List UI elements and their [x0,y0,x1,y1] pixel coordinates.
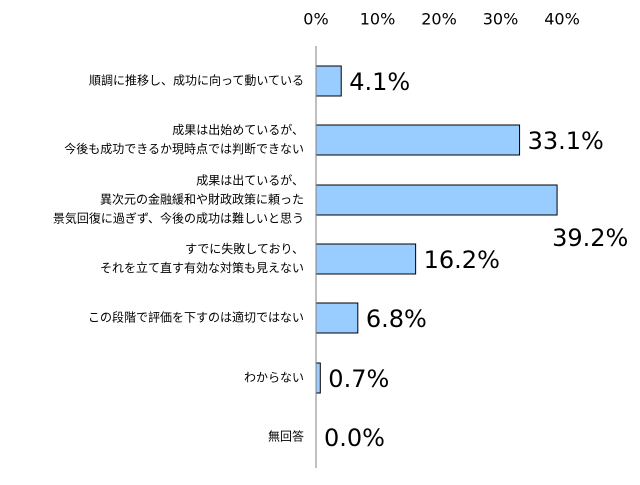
category-label: 成果は出始めているが、 [172,122,304,137]
bars [315,65,558,394]
x-tick-label: 20% [421,10,457,29]
bar [315,65,342,97]
category-label: 景気回復に過ぎず、今後の成功は難しいと思う [53,211,304,226]
data-label: 39.2% [552,224,628,252]
data-label: 4.1% [349,68,410,96]
category-label: 順調に推移し、成功に向って動いている [89,73,304,88]
x-tick-label: 40% [544,10,580,29]
category-label: 異次元の金融緩和や財政政策に頼った [100,192,304,207]
bar [315,243,417,275]
bar [315,362,321,394]
data-label: 33.1% [528,127,604,155]
category-label: 成果は出ているが、 [196,173,304,188]
x-tick-label: 10% [360,10,396,29]
data-label: 0.0% [324,424,385,452]
category-label: 今後も成功できるか現時点では判断できない [64,141,304,156]
category-label: それを立て直す有効な対策も見えない [100,260,304,275]
bar [315,184,558,216]
x-axis-ticks: 0% 10% 20% 30% 40% [303,10,579,29]
x-tick-label: 30% [483,10,519,29]
data-label: 6.8% [366,305,427,333]
x-tick-label: 0% [303,10,328,29]
category-labels: 順調に推移し、成功に向って動いている成果は出始めているが、今後も成功できるか現時… [53,73,304,444]
data-labels: 4.1% 33.1% 39.2% 16.2% 6.8% 0.7% 0.0% [324,68,628,452]
data-label: 0.7% [328,365,389,393]
data-label: 16.2% [424,246,500,274]
bar [315,302,359,334]
category-label: この段階で評価を下すのは適切ではない [88,310,304,325]
category-label: わからない [244,371,304,385]
category-label: 無回答 [268,429,304,444]
category-label: すでに失敗しており、 [185,241,304,256]
bar [315,124,521,156]
